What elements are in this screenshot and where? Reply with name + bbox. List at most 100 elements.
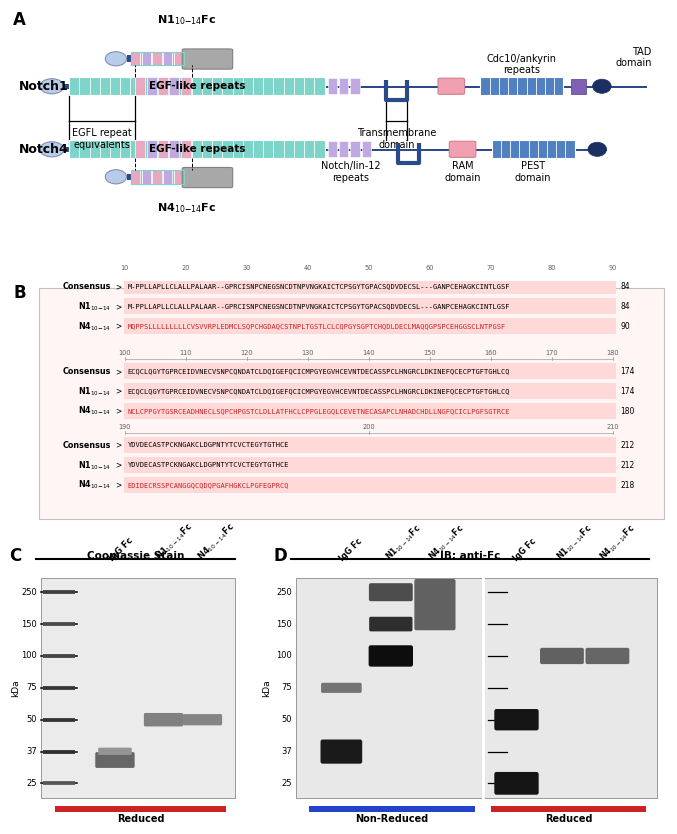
Text: Transmembrane
domain: Transmembrane domain	[357, 128, 437, 150]
Bar	[152, 52, 162, 65]
Bar	[304, 78, 314, 95]
Text: EGF-like repeats: EGF-like repeats	[148, 144, 245, 154]
FancyBboxPatch shape	[98, 747, 132, 755]
Text: EGFL repeat
equivalents: EGFL repeat equivalents	[72, 128, 132, 150]
Ellipse shape	[592, 79, 611, 93]
Text: 84: 84	[620, 282, 630, 291]
Bar	[171, 78, 181, 95]
Bar	[69, 78, 79, 95]
Text: Notch1: Notch1	[19, 80, 68, 93]
Ellipse shape	[40, 78, 64, 94]
Bar	[263, 78, 274, 95]
Bar	[64, 148, 69, 152]
Text: 110: 110	[179, 350, 192, 356]
Ellipse shape	[40, 142, 64, 157]
Text: 120: 120	[240, 350, 253, 356]
Bar	[151, 140, 161, 158]
Text: kDa: kDa	[11, 679, 20, 696]
FancyBboxPatch shape	[494, 709, 539, 731]
Bar	[173, 170, 184, 183]
Bar	[135, 140, 146, 158]
Text: N4$_{10\mathregular{-}14}$Fc: N4$_{10\mathregular{-}14}$Fc	[157, 201, 217, 214]
Text: N4$_{10\mathregular{-}14}$: N4$_{10\mathregular{-}14}$	[78, 320, 111, 333]
Bar	[462, 86, 481, 88]
FancyBboxPatch shape	[182, 49, 233, 69]
Bar	[127, 56, 131, 62]
Bar	[362, 142, 371, 157]
Bar	[536, 78, 545, 95]
Bar	[419, 149, 452, 152]
FancyBboxPatch shape	[182, 168, 233, 188]
Bar	[586, 86, 594, 88]
Bar	[43, 654, 75, 658]
Text: PEST
domain: PEST domain	[515, 162, 552, 183]
Bar	[314, 78, 324, 95]
Text: 37: 37	[281, 747, 292, 756]
Bar	[339, 142, 349, 157]
Bar	[147, 78, 156, 95]
Bar	[233, 140, 243, 158]
Text: IgG Fc: IgG Fc	[338, 536, 364, 563]
Text: >: >	[116, 387, 122, 396]
Bar	[263, 140, 274, 158]
Text: NCLCPPGYTGSRCEADHNECLSQPCHPGSTCLDLLATFHCLCPPGLEGQLCEVETNECASAPCLNHADCHDLLNGFQCIC: NCLCPPGYTGSRCEADHNECLSQPCHPGSTCLDLLATFHC…	[127, 408, 510, 414]
Text: Consensus: Consensus	[62, 367, 111, 376]
FancyBboxPatch shape	[450, 141, 476, 158]
FancyBboxPatch shape	[369, 646, 413, 666]
Bar	[110, 78, 121, 95]
Bar	[141, 170, 152, 183]
Bar	[314, 140, 324, 158]
Bar	[296, 578, 657, 797]
FancyBboxPatch shape	[95, 752, 135, 768]
Bar	[161, 78, 171, 95]
Bar	[158, 140, 168, 158]
Bar	[294, 78, 304, 95]
Ellipse shape	[588, 143, 607, 156]
Text: N4$_{10-14}$Fc: N4$_{10-14}$Fc	[597, 522, 638, 563]
Bar	[131, 52, 184, 65]
Bar	[563, 86, 571, 88]
Bar	[121, 78, 131, 95]
Text: 90: 90	[609, 265, 617, 271]
Bar	[492, 140, 501, 158]
Bar	[328, 142, 337, 157]
Bar	[363, 86, 387, 88]
Bar	[181, 140, 190, 158]
Bar	[163, 52, 173, 65]
Text: N4$_{10-14}$Fc: N4$_{10-14}$Fc	[195, 520, 237, 563]
Bar	[79, 140, 89, 158]
Bar	[163, 170, 173, 183]
Text: 100: 100	[118, 350, 131, 356]
Text: 80: 80	[547, 265, 556, 271]
Bar	[121, 140, 131, 158]
Bar	[64, 84, 69, 89]
Bar	[131, 170, 140, 183]
Bar	[123, 299, 617, 314]
Text: 180: 180	[620, 407, 635, 415]
Bar	[151, 78, 161, 95]
Text: EDIDECRSSPCANGGQCQDQPGAFHGKCLPGFEGPRCQ: EDIDECRSSPCANGGQCQDQPGAFHGKCLPGFEGPRCQ	[127, 482, 289, 488]
Text: 50: 50	[364, 265, 373, 271]
Bar	[169, 78, 179, 95]
Bar	[152, 52, 162, 65]
Bar	[110, 140, 121, 158]
Text: C: C	[9, 547, 22, 565]
Text: 160: 160	[484, 350, 497, 356]
Text: Consensus: Consensus	[62, 282, 111, 291]
Bar	[181, 78, 190, 95]
Bar	[547, 140, 556, 158]
Bar	[492, 140, 575, 158]
Bar	[545, 78, 554, 95]
Bar	[284, 78, 294, 95]
Text: 212: 212	[620, 460, 635, 470]
Bar	[79, 78, 89, 95]
Bar	[169, 140, 179, 158]
Bar	[131, 52, 184, 65]
Bar	[123, 279, 617, 294]
Bar	[69, 140, 324, 158]
Bar	[152, 170, 162, 183]
Text: N1$_{10-14}$Fc: N1$_{10-14}$Fc	[383, 522, 424, 563]
Bar	[499, 78, 508, 95]
Bar	[374, 149, 397, 152]
Bar	[131, 52, 140, 65]
